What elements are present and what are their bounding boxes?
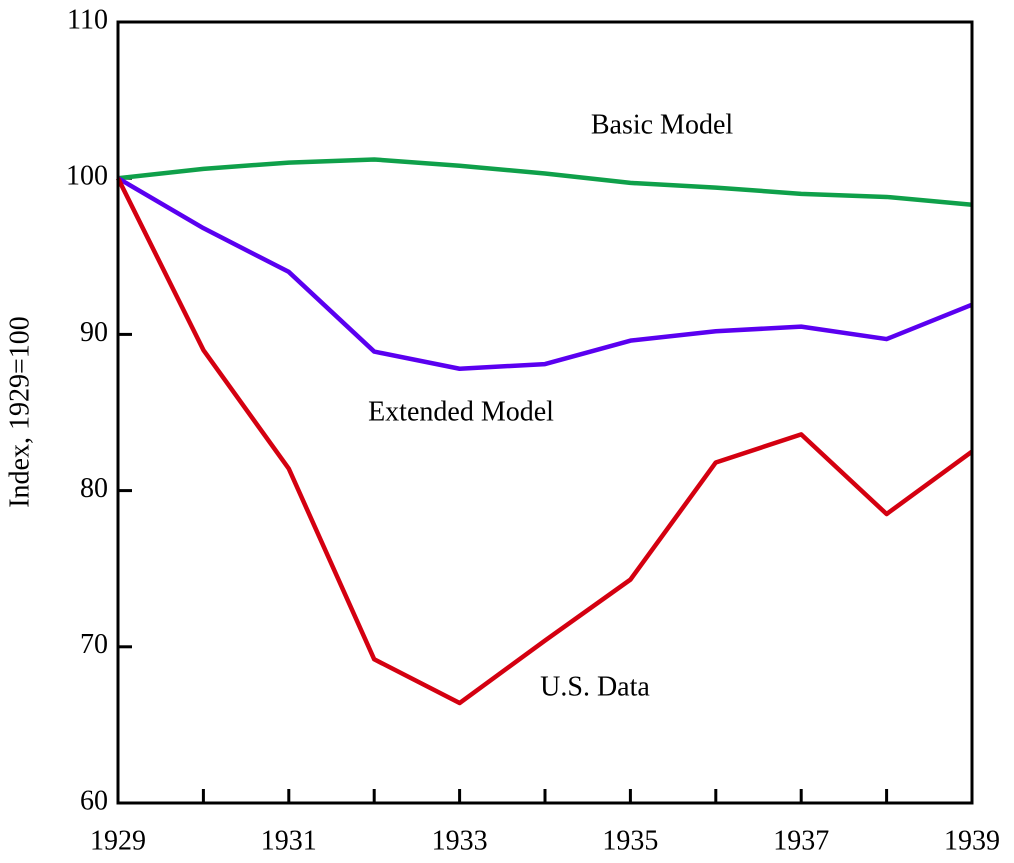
series-line: [115, 177, 974, 706]
y-tick-label: 110: [67, 4, 108, 35]
x-tick-label: 1937: [773, 825, 829, 856]
y-tick-label: 100: [66, 161, 108, 192]
series-label: Extended Model: [368, 396, 554, 427]
x-tick-label: 1929: [90, 825, 146, 856]
y-axis-label: Index, 1929=100: [4, 316, 35, 508]
x-tick-label: 1939: [944, 825, 1000, 856]
y-tick-label: 80: [80, 473, 108, 504]
plot-frame: [116, 20, 974, 805]
y-tick-label: 70: [80, 629, 108, 660]
y-tick-label: 60: [80, 785, 108, 816]
series-line: [117, 157, 973, 207]
y-tick-label: 90: [80, 317, 108, 348]
series-line: [116, 176, 973, 372]
series-label: U.S. Data: [540, 671, 650, 702]
series-label: Basic Model: [591, 109, 734, 140]
x-tick-label: 1935: [602, 825, 658, 856]
x-tick-label: 1933: [432, 825, 488, 856]
x-tick-label: 1931: [261, 825, 317, 856]
